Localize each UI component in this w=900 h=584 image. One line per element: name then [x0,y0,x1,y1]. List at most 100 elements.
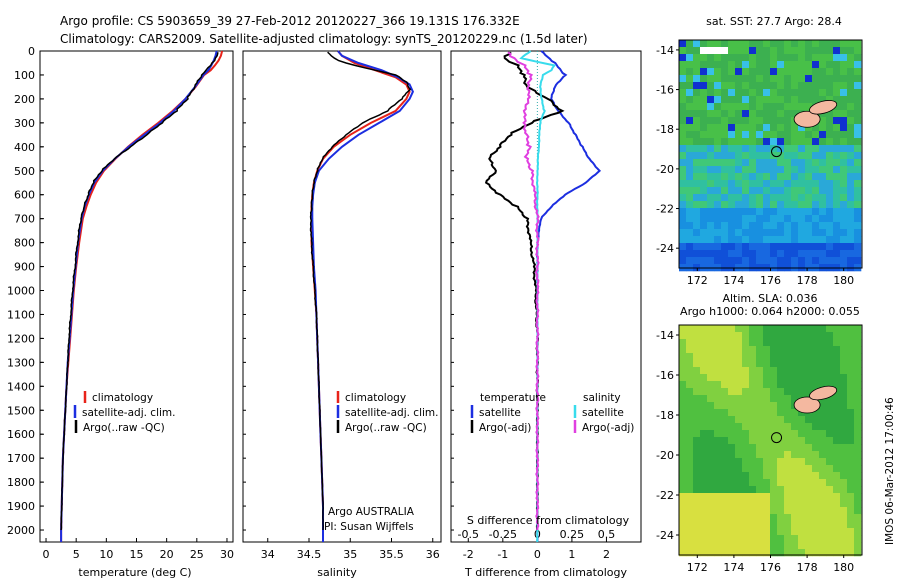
map-cell [693,166,701,174]
depth-tick-label: 1300 [7,356,35,369]
map-cell [791,89,799,97]
map-cell [735,479,743,487]
map-cell [679,507,687,515]
map-cell [770,187,778,195]
map-cell [756,82,764,90]
map-cell [847,180,855,188]
map-cell [819,486,827,494]
map-cell [777,40,785,48]
map-cell [714,131,722,139]
map-cell [812,152,820,160]
map-cell [756,173,764,181]
map-cell [749,409,757,417]
map-cell [798,367,806,375]
sla-map-title-1: Altim. SLA: 0.036 [722,292,817,305]
map-cell [854,528,862,536]
map-cell [777,110,785,118]
x2-tick-label: 0.25 [560,528,585,541]
map-cell [777,201,785,209]
map-cell [735,229,743,237]
map-cell [756,514,764,522]
lon-tick-label: 178 [797,274,818,287]
map-cell [735,257,743,265]
map-cell [812,222,820,230]
map-cell [728,514,736,522]
map-cell [770,166,778,174]
lat-tick-label: -22 [656,489,674,502]
map-cell [840,159,848,167]
map-cell [728,229,736,237]
map-cell [847,332,855,340]
map-cell [749,194,757,202]
map-cell [826,458,834,466]
map-cell [847,507,855,515]
map-cell [686,166,694,174]
map-cell [854,353,862,361]
map-cell [728,437,736,445]
map-cell [700,402,708,410]
map-cell [805,180,813,188]
map-cell [721,40,729,48]
map-cell [721,236,729,244]
map-cell [763,103,771,111]
map-cell [728,360,736,368]
map-cell [728,61,736,69]
map-cell [847,458,855,466]
map-cell [679,458,687,466]
map-cell [714,325,722,333]
map-cell [749,395,757,403]
map-cell [721,521,729,529]
map-cell [826,208,834,216]
map-cell [735,47,743,55]
map-cell [714,208,722,216]
map-cell [749,229,757,237]
map-cell [756,360,764,368]
map-cell [784,423,792,431]
map-cell [721,201,729,209]
map-cell [707,374,715,382]
map-cell [742,500,750,508]
map-cell [756,507,764,515]
map-cell [770,145,778,153]
map-cell [791,68,799,76]
sla-map-title-2: Argo h1000: 0.064 h2000: 0.055 [680,305,860,318]
map-cell [854,367,862,375]
map-cell [826,521,834,529]
map-cell [728,215,736,223]
map-cell [833,96,841,104]
map-cell [847,201,855,209]
map-cell [728,159,736,167]
map-cell [812,479,820,487]
map-cell [798,75,806,83]
map-cell [833,458,841,466]
map-cell [707,437,715,445]
map-cell [686,353,694,361]
map-cell [728,180,736,188]
map-cell [833,236,841,244]
map-cell [777,353,785,361]
map-cell [763,236,771,244]
map-cell [721,451,729,459]
map-cell [756,332,764,340]
map-cell [819,173,827,181]
map-cell [840,166,848,174]
map-cell [763,381,771,389]
map-cell [777,402,785,410]
map-cell [728,145,736,153]
map-cell [742,173,750,181]
map-cell [805,381,813,389]
map-cell [833,528,841,536]
map-cell [679,486,687,494]
lat-tick-label: -22 [656,203,674,216]
map-cell [805,528,813,536]
map-cell [854,402,862,410]
map-cell [700,222,708,230]
map-cell [707,54,715,62]
map-cell [777,325,785,333]
map-cell [777,423,785,431]
map-cell [693,138,701,146]
map-cell [847,131,855,139]
map-cell [707,500,715,508]
map-cell [819,437,827,445]
map-cell [784,549,792,557]
